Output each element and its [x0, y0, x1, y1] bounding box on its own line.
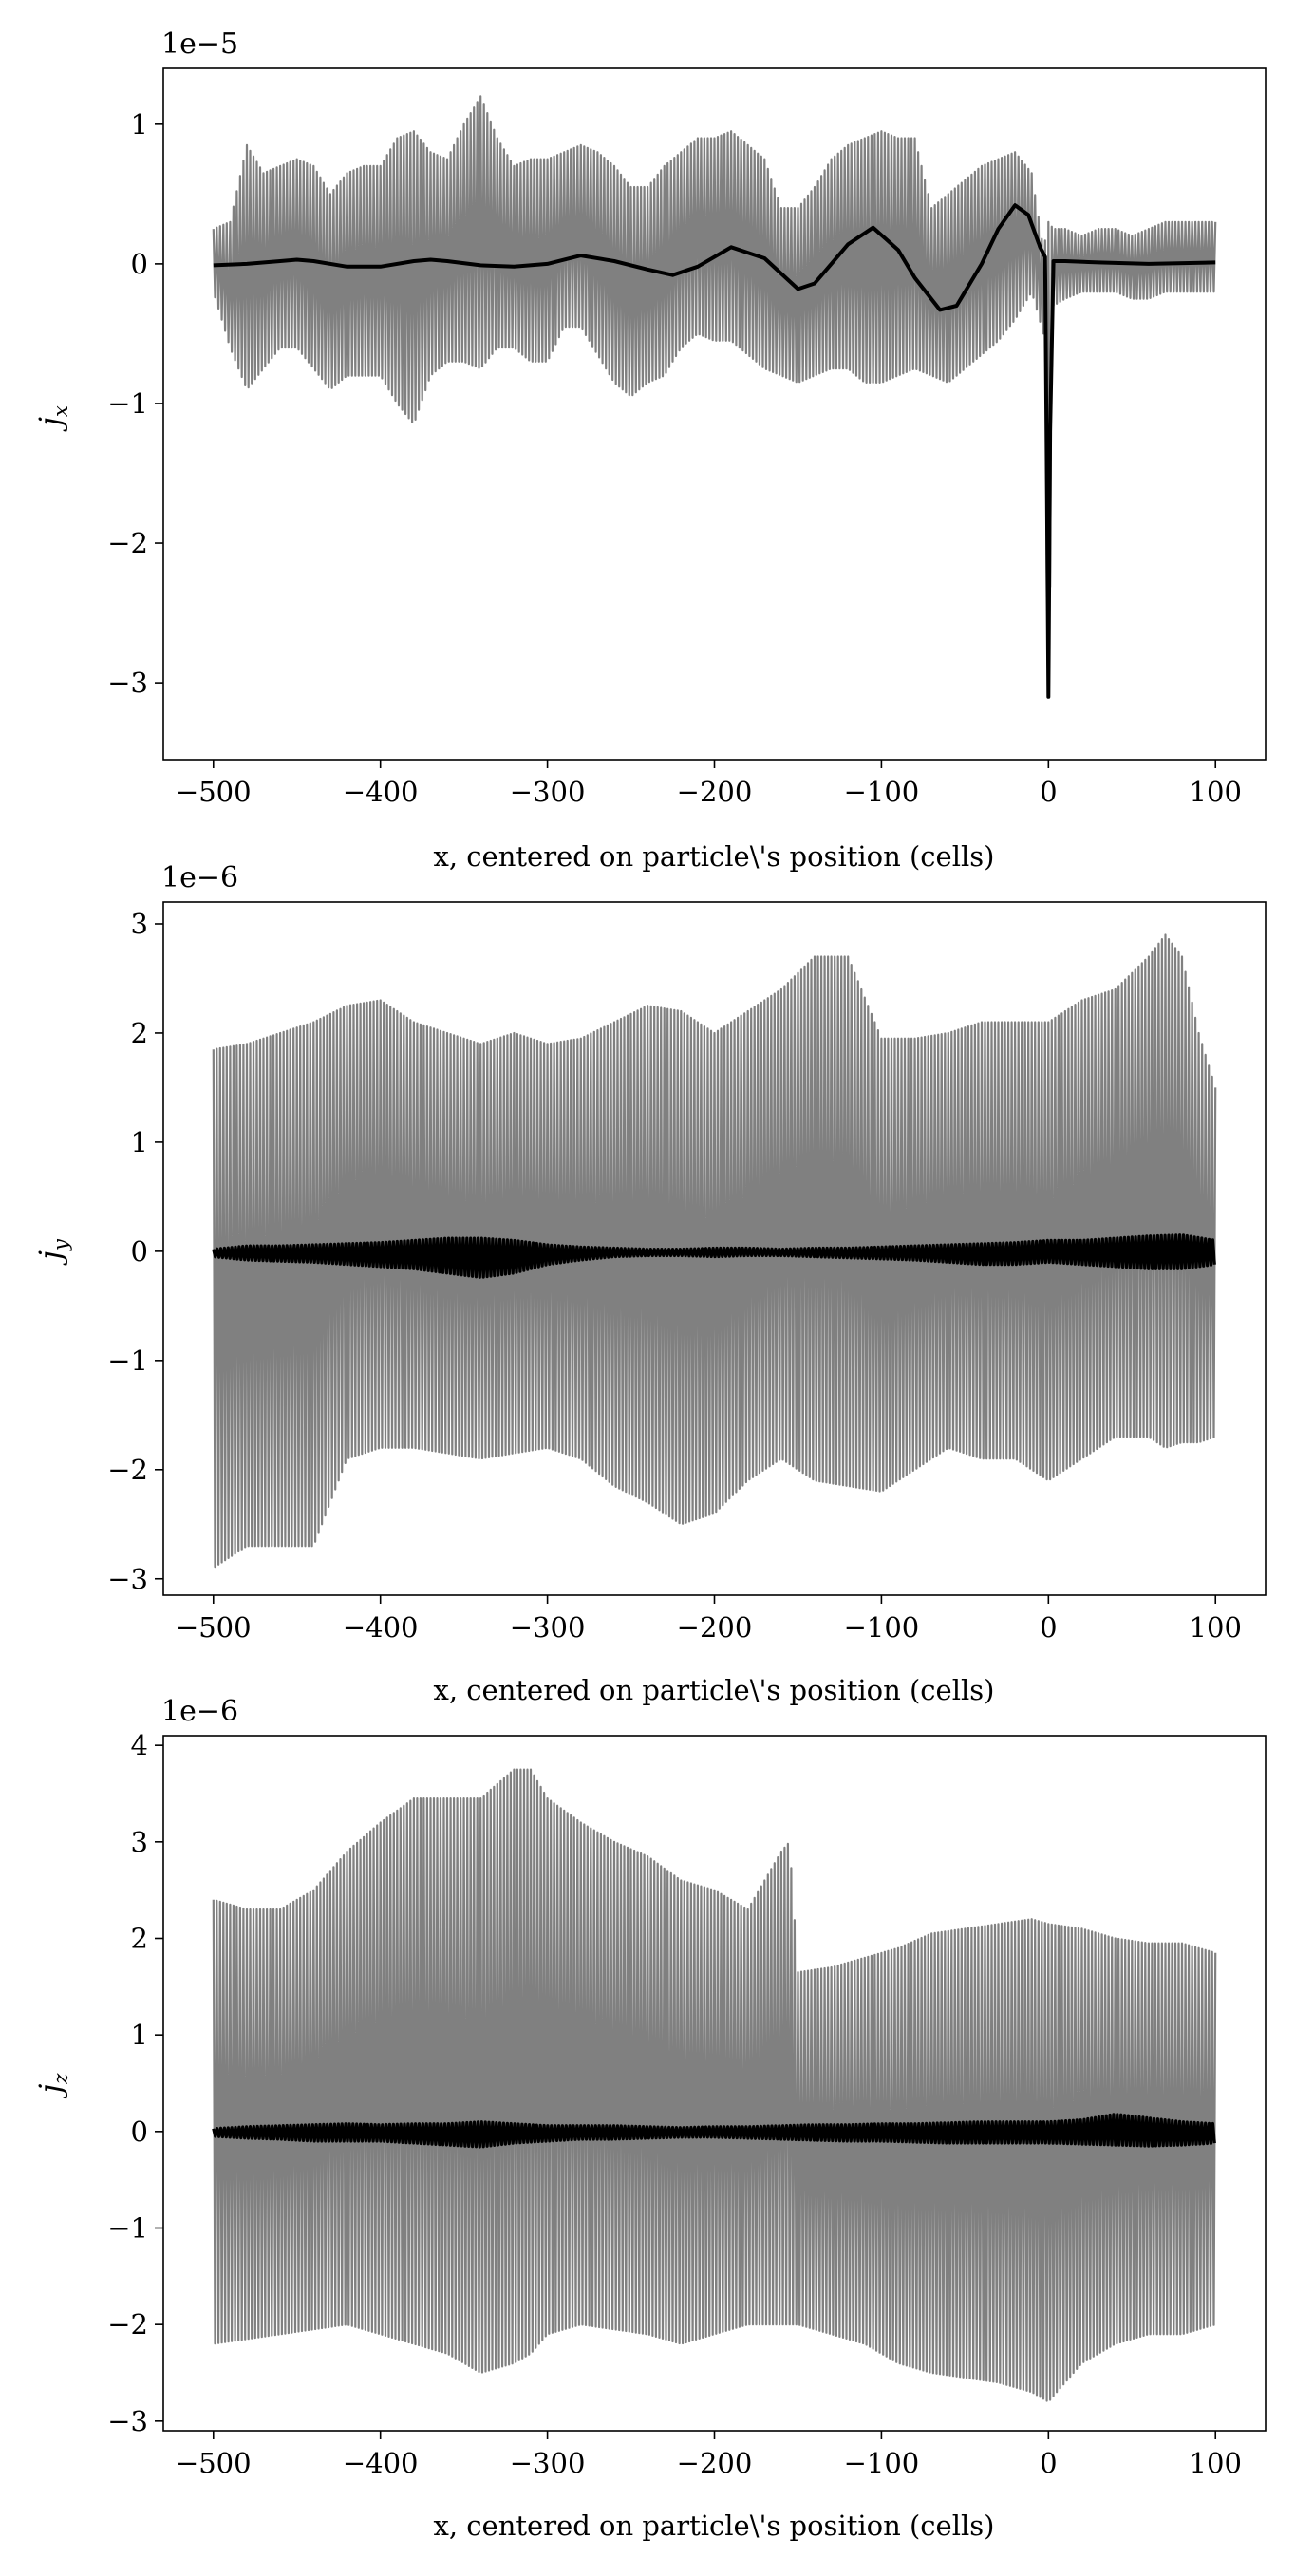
y-tick-label-jy: 0	[131, 1235, 148, 1268]
offset-text-jz: 1e−6	[161, 1695, 238, 1728]
x-tick-label-jx: −100	[844, 776, 920, 808]
y-tick-label-jz: 3	[131, 1826, 148, 1858]
y-tick-label-jz: −3	[107, 2405, 148, 2437]
x-tick-label-jx: −500	[176, 776, 252, 808]
offset-text-jy: 1e−6	[161, 861, 238, 894]
series-gray-jx	[212, 95, 1217, 597]
x-tick-label-jy: 0	[1040, 1611, 1057, 1644]
panel-jx: 1e−5 −500 −400 −300 −200 −100 0 100 −3 −2 −1 0 1 x…	[32, 28, 1267, 873]
x-tick-label-jz: −300	[510, 2447, 586, 2479]
x-tick-label-jz: −200	[677, 2447, 753, 2479]
y-tick-label-jx: −2	[107, 527, 148, 559]
x-tick-label-jz: −500	[176, 2447, 252, 2479]
y-tick-label-jz: −1	[107, 2212, 148, 2245]
x-tick-label-jx: −300	[510, 776, 586, 808]
x-tick-label-jx: 0	[1040, 776, 1057, 808]
y-tick-label-jy: 1	[131, 1126, 148, 1158]
x-tick-label-jy: −200	[677, 1611, 753, 1644]
series-black-jy	[212, 1233, 1216, 1279]
series-gray-jy	[212, 933, 1217, 1569]
y-tick-label-jx: 1	[131, 108, 148, 141]
series-black-jx	[213, 203, 1216, 699]
x-axis-label-jz: x, centered on particle\'s position (cel…	[434, 2510, 995, 2542]
y-axis-subscript-jz: z	[49, 2073, 72, 2085]
x-tick-label-jy: −300	[510, 1611, 586, 1644]
y-tick-label-jz: 0	[131, 2115, 148, 2148]
x-axis-label-jy: x, centered on particle\'s position (cel…	[434, 1674, 995, 1706]
x-tick-label-jy: −100	[844, 1611, 920, 1644]
x-tick-label-jz: 100	[1190, 2447, 1242, 2479]
plot-area-jx	[212, 95, 1217, 699]
y-tick-label-jy: −1	[107, 1344, 148, 1377]
series-black-jz	[212, 2113, 1216, 2149]
plot-area-jz	[212, 1768, 1217, 2402]
x-tick-label-jz: 0	[1040, 2447, 1057, 2479]
series-gray-jz	[212, 1768, 1217, 2402]
y-tick-label-jz: 2	[131, 1923, 148, 1955]
y-tick-label-jz: 1	[131, 2019, 148, 2051]
y-tick-label-jz: 4	[131, 1729, 148, 1761]
y-tick-label-jy: 3	[131, 908, 148, 940]
y-tick-label-jz: −2	[107, 2308, 148, 2341]
x-ticks-jz: −500 −400 −300 −200 −100 0 100	[176, 2431, 1242, 2479]
y-ticks-jy: −3 −2 −1 0 1 2 3	[107, 908, 163, 1595]
x-tick-label-jz: −400	[343, 2447, 419, 2479]
y-ticks-jz: −3 −2 −1 0 1 2 3 4	[107, 1729, 163, 2437]
y-axis-subscript-jx: x	[49, 405, 72, 417]
x-tick-label-jz: −100	[844, 2447, 920, 2479]
y-tick-label-jx: −3	[107, 667, 148, 699]
x-ticks-jy: −500 −400 −300 −200 −100 0 100	[176, 1595, 1242, 1644]
x-tick-label-jy: −400	[343, 1611, 419, 1644]
x-tick-label-jx: −200	[677, 776, 753, 808]
y-tick-label-jx: −1	[107, 387, 148, 420]
x-ticks-jx: −500 −400 −300 −200 −100 0 100	[176, 760, 1242, 808]
offset-text-jx: 1e−5	[161, 28, 238, 61]
x-tick-label-jy: −500	[176, 1611, 252, 1644]
y-ticks-jx: −3 −2 −1 0 1	[107, 108, 163, 699]
x-tick-label-jx: −400	[343, 776, 419, 808]
plot-area-jy	[212, 933, 1217, 1569]
panel-jz: 1e−6 −500 −400 −300 −200 −100 0 100 −3 −2 −1 0 1 2 3…	[32, 1695, 1267, 2542]
x-tick-label-jy: 100	[1190, 1611, 1242, 1644]
y-tick-label-jy: −2	[107, 1454, 148, 1486]
x-tick-label-jx: 100	[1190, 776, 1242, 808]
x-axis-label-jx: x, centered on particle\'s position (cel…	[434, 840, 995, 873]
y-tick-label-jx: 0	[131, 248, 148, 280]
y-axis-subscript-jy: y	[49, 1238, 72, 1251]
y-tick-label-jy: 2	[131, 1017, 148, 1049]
y-tick-label-jy: −3	[107, 1563, 148, 1595]
